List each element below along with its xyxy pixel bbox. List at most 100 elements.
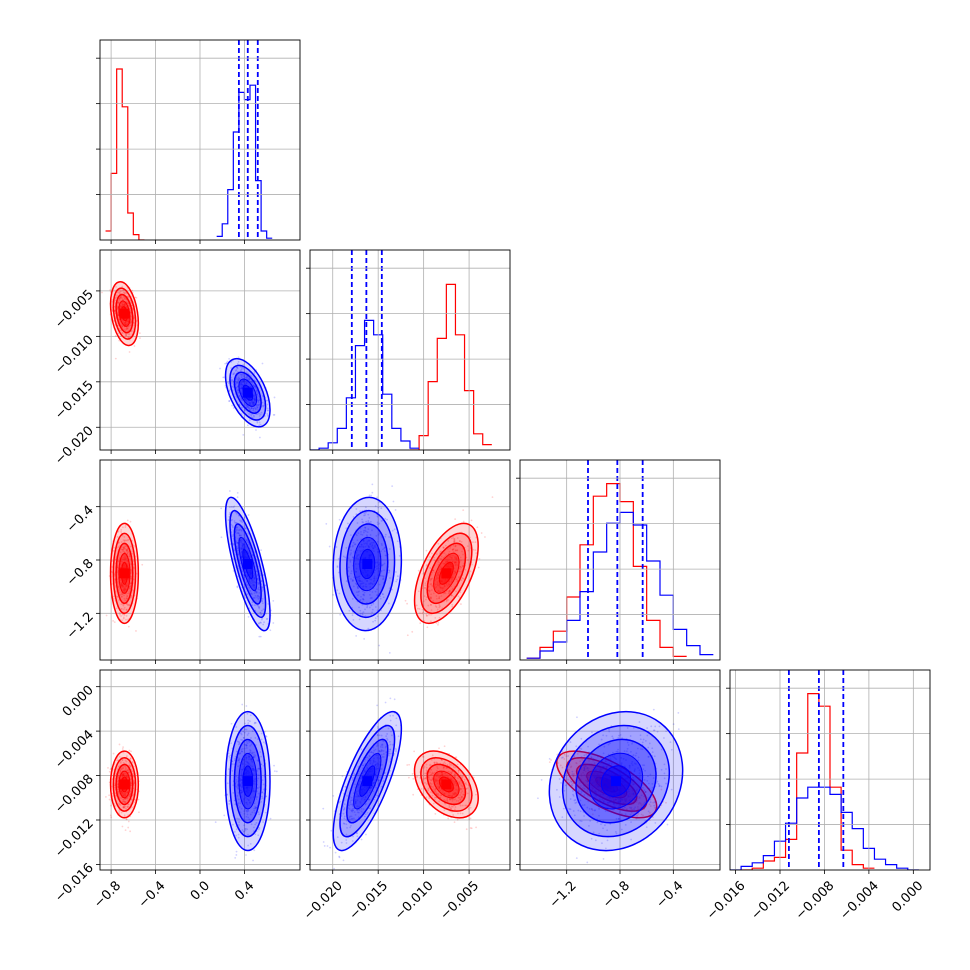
scatter-point (125, 592, 128, 595)
scatter-point (368, 578, 371, 581)
scatter-point (104, 796, 107, 798)
scatter-point (138, 811, 140, 814)
scatter-point (345, 580, 348, 583)
scatter-point (129, 792, 132, 795)
scatter-point (353, 543, 356, 546)
scatter-point (123, 594, 125, 597)
scatter-point (258, 607, 261, 610)
scatter-point (272, 413, 275, 416)
scatter-point (247, 615, 250, 618)
scatter-point (249, 571, 252, 573)
scatter-point (477, 566, 480, 569)
scatter-point (130, 571, 132, 574)
scatter-point (357, 563, 360, 565)
scatter-point (332, 593, 335, 596)
x-tick-label: 0.000 (889, 878, 926, 915)
scatter-point (127, 803, 129, 806)
scatter-point (240, 551, 243, 553)
scatter-point (253, 581, 256, 584)
scatter-point (125, 549, 128, 552)
scatter-point (257, 588, 259, 590)
scatter-point (122, 608, 125, 611)
scatter-point (120, 541, 123, 543)
scatter-point (126, 328, 129, 330)
scatter-point (120, 797, 123, 799)
scatter-point (253, 371, 256, 373)
scatter-point (258, 412, 260, 415)
scatter-point (236, 367, 239, 370)
scatter-point (256, 578, 259, 580)
scatter-point (132, 560, 135, 563)
scatter-point (392, 500, 395, 503)
scatter-point (425, 565, 428, 567)
scatter-point (252, 787, 255, 790)
scatter-point (123, 292, 126, 295)
scatter-point (251, 601, 254, 604)
scatter-point (430, 589, 433, 591)
scatter-point (447, 565, 449, 568)
scatter-point (252, 409, 255, 412)
scatter-point (232, 543, 235, 546)
scatter-point (228, 513, 231, 516)
scatter-point (377, 511, 380, 514)
scatter-point (464, 568, 467, 571)
y-tick-label: −1.2 (64, 610, 97, 643)
scatter-point (128, 794, 131, 796)
scatter-point (237, 743, 240, 746)
scatter-point (372, 580, 375, 583)
scatter-point (261, 404, 264, 407)
scatter-point (124, 759, 127, 762)
scatter-point (347, 557, 350, 560)
scatter-point (425, 598, 427, 601)
scatter-point (366, 574, 369, 577)
scatter-point (364, 557, 367, 560)
scatter-point (380, 575, 382, 577)
scatter-point (123, 540, 126, 543)
scatter-point (258, 635, 261, 638)
scatter-point (126, 594, 129, 597)
scatter-point (453, 539, 456, 541)
scatter-point (347, 570, 350, 572)
scatter-point (127, 826, 130, 829)
scatter-point (350, 549, 352, 552)
scatter-point (125, 545, 128, 547)
scatter-point (125, 549, 128, 552)
scatter-point (242, 736, 245, 739)
scatter-point (128, 587, 131, 590)
scatter-point (238, 394, 241, 397)
scatter-point (443, 585, 446, 588)
scatter-point (121, 526, 124, 529)
scatter-point (251, 604, 254, 607)
scatter-point (375, 534, 378, 537)
scatter-point (256, 420, 259, 423)
scatter-point (130, 319, 132, 322)
scatter-point (231, 524, 234, 527)
scatter-point (243, 516, 246, 519)
scatter-point (430, 613, 432, 616)
scatter-point (126, 548, 129, 551)
scatter-point (130, 577, 132, 580)
scatter-point (236, 363, 239, 365)
scatter-point (439, 586, 442, 589)
scatter-point (124, 801, 126, 804)
scatter-point (252, 403, 254, 406)
scatter-point (252, 580, 255, 583)
scatter-point (426, 614, 428, 617)
scatter-point (128, 305, 131, 307)
scatter-point (417, 569, 420, 572)
scatter-point (253, 586, 256, 589)
scatter-point (228, 755, 231, 758)
scatter-point (236, 377, 238, 380)
scatter-point (122, 798, 124, 801)
scatter-point (241, 542, 244, 545)
x-tick-label: −0.8 (91, 878, 124, 911)
scatter-point (382, 577, 385, 580)
scatter-point (452, 576, 454, 579)
scatter-point (362, 557, 365, 560)
scatter-point (411, 630, 414, 633)
scatter-point (453, 821, 456, 824)
scatter-point (254, 805, 257, 808)
scatter-point (125, 324, 128, 326)
scatter-point (406, 634, 409, 637)
scatter-point (247, 532, 250, 535)
